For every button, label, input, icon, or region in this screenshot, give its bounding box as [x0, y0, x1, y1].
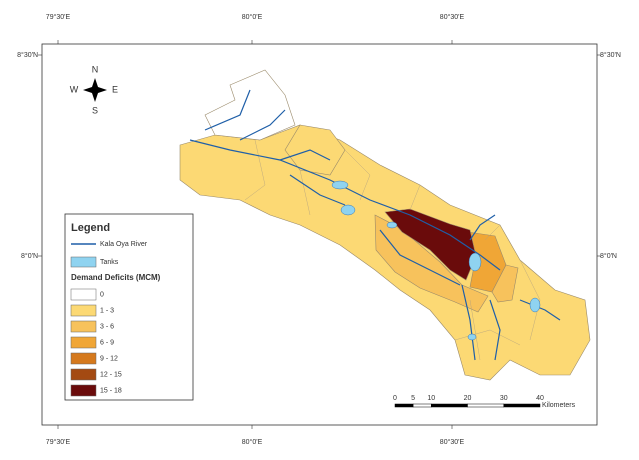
- scale-segment: [503, 403, 541, 408]
- legend-tank-symbol: [70, 256, 97, 268]
- river: [379, 229, 461, 286]
- longitude-label: 80°30'E: [440, 438, 465, 446]
- river: [469, 214, 496, 241]
- latitude-label: 8°0'N: [21, 252, 38, 260]
- frame-labels: 79°30'E 79°30'E 80°0'E 80°0'E 80°30'E 80°30'E…: [17, 13, 621, 446]
- sub-basin-lines: [244, 139, 541, 361]
- longitude-label: 79°30'E: [46, 438, 71, 446]
- river: [519, 299, 561, 321]
- region: [374, 214, 489, 313]
- legend-label: Kala Oya River: [100, 241, 148, 248]
- river: [289, 174, 346, 206]
- legend-label: 9 - 12: [100, 355, 118, 362]
- legend-swatch: [70, 368, 97, 381]
- scale-tick-label: 5: [411, 395, 415, 402]
- rivers: [189, 89, 561, 361]
- legend-swatch: [70, 320, 97, 333]
- latitude-label: 8°30'N: [600, 51, 621, 59]
- river: [279, 149, 331, 161]
- scale-tick-label: 30: [500, 395, 508, 402]
- legend-label: Tanks: [100, 259, 119, 266]
- legend-label: 1 - 3: [100, 307, 114, 314]
- legend-subtitle: Demand Deficits (MCM): [71, 273, 161, 282]
- compass-e: E: [112, 84, 118, 94]
- legend-label: 15 - 18: [100, 387, 122, 394]
- region: [284, 124, 346, 176]
- legend-swatch: [70, 384, 97, 397]
- legend-swatch: [70, 288, 97, 301]
- scale-segment: [431, 403, 468, 408]
- scale-segment: [467, 403, 504, 408]
- compass-w: W: [70, 84, 79, 94]
- legend-label: 3 - 6: [100, 323, 114, 330]
- river: [489, 299, 501, 361]
- river: [189, 139, 501, 271]
- compass-s: S: [92, 105, 98, 115]
- latitude-label: 8°0'N: [600, 252, 617, 260]
- longitude-label: 80°0'E: [242, 13, 263, 21]
- tank: [331, 180, 349, 190]
- compass-n: N: [92, 64, 99, 74]
- tank: [340, 204, 356, 216]
- longitude-label: 80°30'E: [440, 13, 465, 21]
- tanks: [331, 180, 541, 341]
- scale-tick-label: 20: [464, 395, 472, 402]
- legend-label: 6 - 9: [100, 339, 114, 346]
- tank: [529, 297, 541, 313]
- river: [239, 109, 286, 141]
- scale-tick-label: 0: [393, 395, 397, 402]
- scale-unit: Kilometers: [542, 402, 576, 409]
- legend-title: Legend: [71, 222, 110, 234]
- tank: [468, 252, 482, 272]
- compass-needle: [83, 86, 107, 94]
- legend-label: 0: [100, 291, 104, 298]
- legend-swatch: [70, 352, 97, 365]
- latitude-label: 8°30'N: [17, 51, 38, 59]
- compass: N E S W: [70, 64, 118, 115]
- scale-tick-label: 40: [536, 395, 544, 402]
- scale-tick-label: 10: [427, 395, 435, 402]
- legend: Legend Demand Deficits (MCM) Kala Oya Ri…: [64, 213, 194, 401]
- scale-segment: [394, 403, 414, 408]
- basin: [179, 69, 591, 381]
- longitude-label: 80°0'E: [242, 438, 263, 446]
- legend-swatch: [70, 304, 97, 317]
- tank: [467, 333, 477, 341]
- scale-segment: [412, 403, 432, 408]
- map-frame: [41, 43, 598, 426]
- legend-swatch: [70, 336, 97, 349]
- tank: [386, 221, 398, 229]
- river: [461, 284, 476, 361]
- region: [491, 264, 519, 303]
- river: [204, 89, 251, 131]
- legend-label: 12 - 15: [100, 371, 122, 378]
- longitude-label: 79°30'E: [46, 13, 71, 21]
